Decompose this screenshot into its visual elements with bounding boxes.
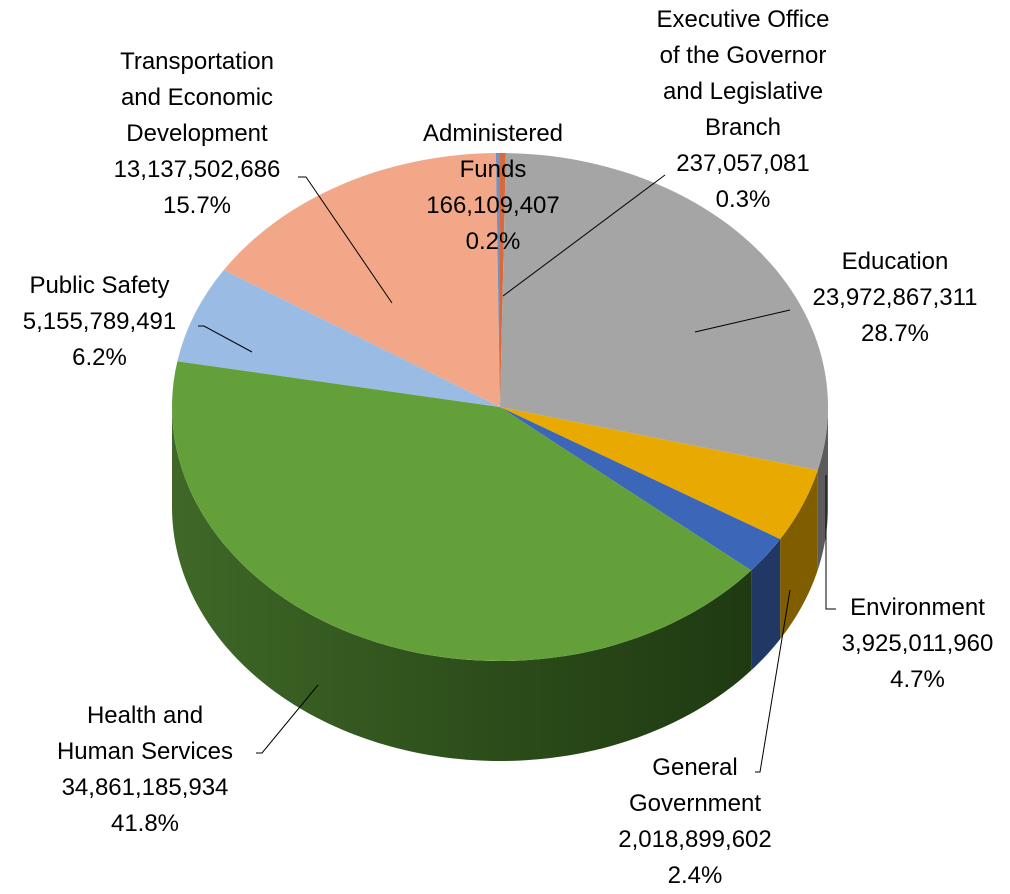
data-label: Environment 3,925,011,960 4.7% xyxy=(830,590,1005,698)
pie-slice-6 xyxy=(177,270,500,407)
data-label-category: General xyxy=(652,754,738,781)
data-label-category: Government xyxy=(628,790,762,817)
pie-side-wall-2 xyxy=(817,407,828,571)
data-label-category: Funds xyxy=(459,156,527,183)
pie-slice-1 xyxy=(500,153,506,407)
pie-side-walls xyxy=(172,407,828,761)
data-label-category: Administered xyxy=(422,120,564,147)
data-label: Transportation and Economic Development 13,… xyxy=(97,44,297,224)
pie-slice-7 xyxy=(223,153,500,407)
pie-slice-2 xyxy=(500,153,828,471)
data-label-category: Executive Office xyxy=(656,6,830,33)
data-label-percent: 2.4% xyxy=(667,862,723,889)
data-label-category: Education xyxy=(841,248,949,275)
data-label-percent: 0.3% xyxy=(715,186,771,213)
leader-line-7 xyxy=(298,176,393,304)
data-label-percent: 0.2% xyxy=(465,228,521,255)
data-label: Administered Funds 166,109,407 0.2% xyxy=(393,116,593,260)
leader-line-1 xyxy=(502,174,666,297)
data-label-category: Development xyxy=(126,120,268,147)
data-label-category: of the Governor xyxy=(659,42,827,69)
data-label-category: Public Safety xyxy=(29,272,170,299)
data-label-value: 13,137,502,686 xyxy=(113,156,281,183)
pie-slice-4 xyxy=(500,407,781,571)
data-label-value: 23,972,867,311 xyxy=(812,284,978,311)
pie-side-wall-4 xyxy=(751,539,781,671)
data-label-percent: 15.7% xyxy=(162,192,232,219)
data-label-percent: 4.7% xyxy=(890,666,945,693)
data-label-category: Health and xyxy=(86,702,204,729)
leader-line-6 xyxy=(198,325,253,353)
leader-line-3 xyxy=(825,475,836,610)
data-label-value: 5,155,789,491 xyxy=(22,308,177,335)
data-label-percent: 6.2% xyxy=(72,344,127,371)
data-label-percent: 41.8% xyxy=(110,810,180,837)
leader-line-4 xyxy=(755,589,791,773)
pie-side-wall-5 xyxy=(172,407,752,761)
leader-line-2 xyxy=(694,309,791,333)
pie-slice-8 xyxy=(495,153,500,407)
pie-slice-tops xyxy=(172,153,828,662)
data-label-value: 2,018,899,602 xyxy=(618,826,772,853)
data-label: Health and Human Services 34,861,185,934 41… xyxy=(40,698,250,842)
data-label-percent: 28.7% xyxy=(860,320,930,347)
data-label-category: Transportation xyxy=(120,48,274,75)
data-label-value: 3,925,011,960 xyxy=(841,630,994,657)
data-label-category: Human Services xyxy=(56,738,234,765)
data-label: Education 23,972,867,311 28.7% xyxy=(790,244,1000,352)
data-label-value: 237,057,081 xyxy=(676,150,810,177)
data-label-category: and Economic xyxy=(120,84,274,111)
data-label-category: Environment xyxy=(850,594,985,621)
leader-lines xyxy=(198,174,836,773)
data-label: Public Safety 5,155,789,491 6.2% xyxy=(2,268,197,376)
data-label: Executive Office of the Governor and Legis… xyxy=(638,2,848,218)
pie-side-wall-3 xyxy=(780,470,818,640)
data-label-category: Branch xyxy=(704,114,782,141)
pie-slice-5 xyxy=(172,361,752,662)
pie-slice-3 xyxy=(500,407,818,540)
data-label-category: and Legislative xyxy=(662,78,824,105)
data-label-value: 34,861,185,934 xyxy=(61,774,229,801)
leader-line-5 xyxy=(256,684,319,754)
data-label-value: 166,109,407 xyxy=(426,192,560,219)
data-label: General Government 2,018,899,602 2.4% xyxy=(600,750,790,894)
